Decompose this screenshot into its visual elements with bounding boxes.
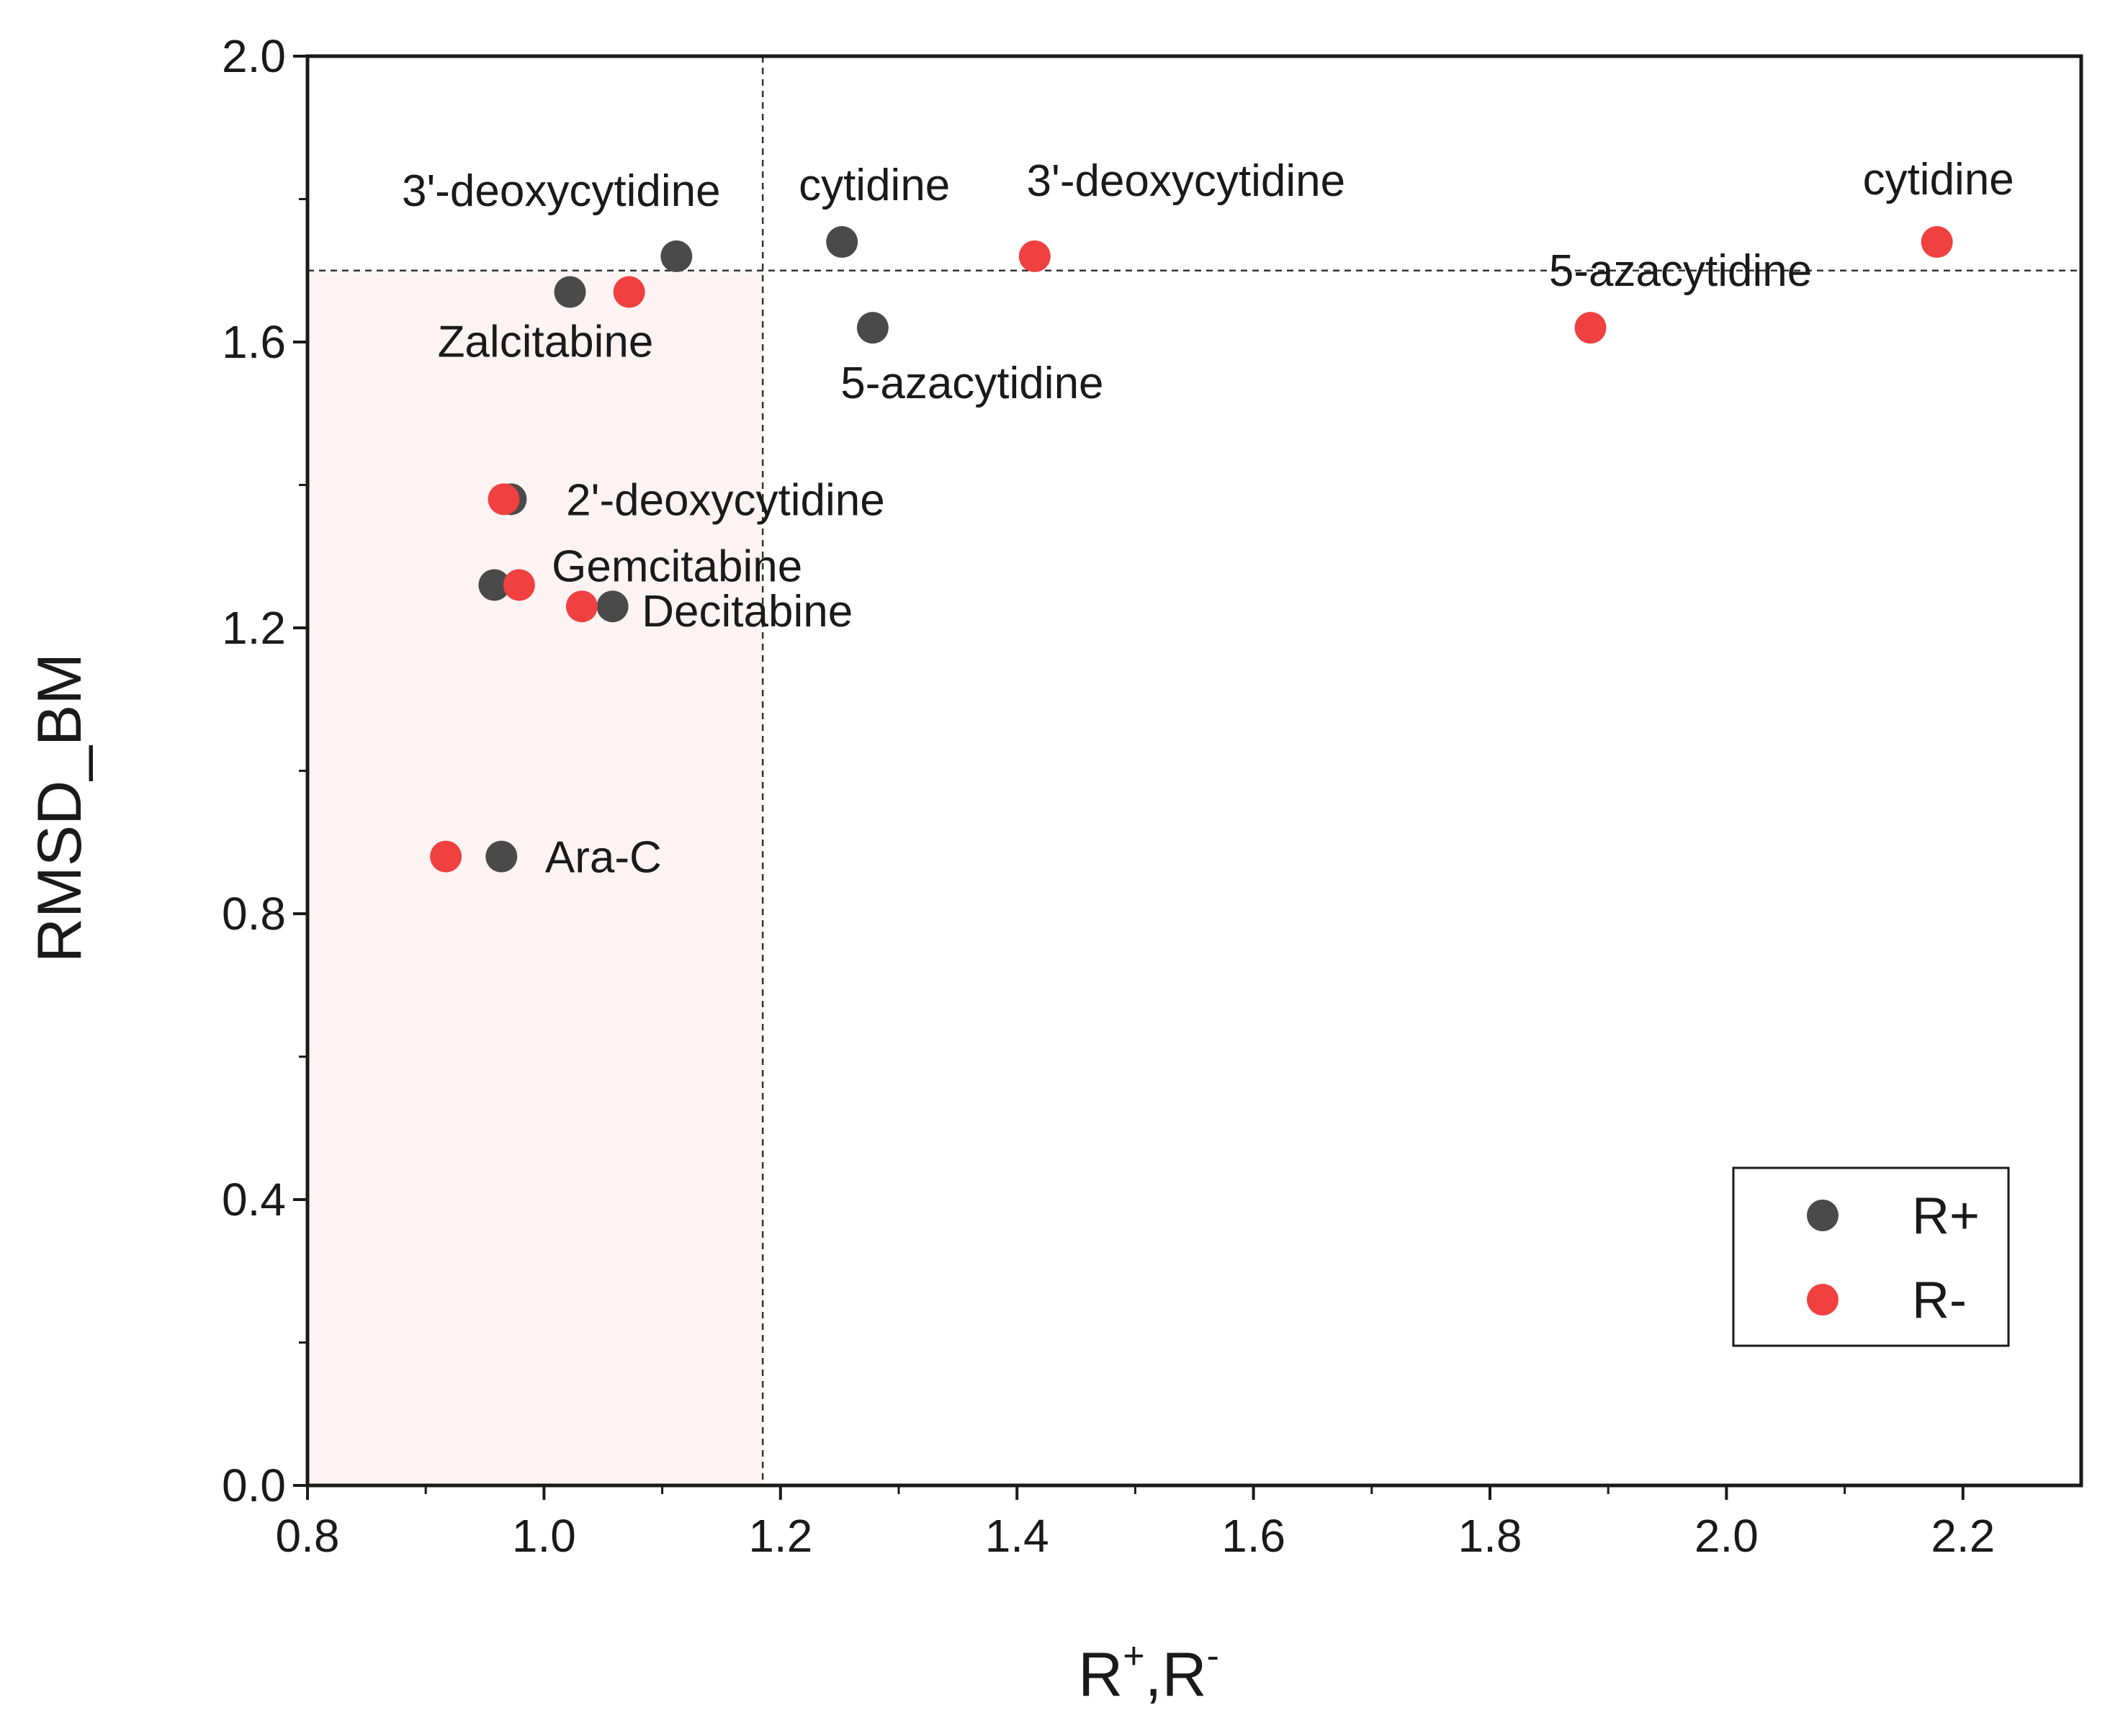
point-r-minus xyxy=(613,276,645,308)
point-r-plus xyxy=(554,276,586,308)
point-label-5-azacytidine: 5-azacytidine xyxy=(840,359,1103,408)
point-r-minus xyxy=(488,483,520,516)
point-label-cytidine: cytidine xyxy=(1863,155,2014,204)
y-tick-label: 2.0 xyxy=(222,30,286,82)
highlight-region xyxy=(307,270,763,1485)
point-r-plus xyxy=(596,590,629,623)
point-label-2-deoxycytidine: 2'-deoxycytidine xyxy=(566,475,885,525)
x-tick-label: 1.6 xyxy=(1221,1510,1285,1562)
legend: R+ R- xyxy=(1732,1166,2010,1347)
y-axis-title: RMSD_BM xyxy=(25,653,94,963)
y-tick-label: 1.2 xyxy=(222,602,286,654)
legend-marker-r-minus xyxy=(1807,1284,1839,1316)
legend-marker-r-plus xyxy=(1807,1200,1839,1231)
point-label-ara-c: Ara-C xyxy=(545,833,662,883)
legend-label-r-plus: R+ xyxy=(1912,1187,1980,1245)
legend-box xyxy=(1732,1166,2010,1347)
point-label-cytidine: cytidine xyxy=(799,161,950,210)
point-r-minus xyxy=(430,840,462,873)
y-tick-label: 0.4 xyxy=(222,1174,286,1225)
x-tick-label: 1.8 xyxy=(1458,1510,1522,1562)
x-tick-label: 1.4 xyxy=(985,1510,1049,1562)
point-r-plus xyxy=(826,226,858,258)
point-r-plus xyxy=(485,840,518,873)
point-r-minus xyxy=(565,590,598,623)
y-axis-ticks: 0.0 0.4 0.8 1.2 1.6 2.0 xyxy=(222,30,307,1511)
point-label-zalcitabine: Zalcitabine xyxy=(438,318,654,367)
point-labels: cytidine 5-azacytidine 3'-deoxycytidine 5-a… xyxy=(402,155,2014,883)
x-tick-label: 0.8 xyxy=(276,1510,340,1562)
legend-label-r-minus: R- xyxy=(1912,1272,1967,1329)
point-r-plus xyxy=(478,569,511,601)
y-tick-label: 1.6 xyxy=(222,316,286,368)
x-axis-title: R+,R- xyxy=(1078,1635,1219,1709)
point-r-minus xyxy=(1921,226,1953,258)
data-points xyxy=(430,226,1953,873)
point-r-minus xyxy=(503,569,535,601)
point-r-minus xyxy=(1574,312,1607,344)
point-label-3-deoxycytidine: 3'-deoxycytidine xyxy=(1027,156,1346,206)
x-tick-label: 1.0 xyxy=(512,1510,576,1562)
x-tick-label: 2.2 xyxy=(1931,1510,1995,1562)
x-tick-label: 2.0 xyxy=(1694,1510,1759,1562)
plot-frame xyxy=(305,54,2083,1488)
point-label-3-deoxycytidine: 3'-deoxycytidine xyxy=(402,166,721,216)
y-tick-label: 0.8 xyxy=(222,888,286,940)
point-r-plus xyxy=(856,312,889,344)
point-label-gemcitabine: Gemcitabine xyxy=(552,541,802,591)
point-label-5-azacytidine: 5-azacytidine xyxy=(1549,246,1812,296)
x-axis-ticks: 0.8 1.0 1.2 1.4 1.6 1.8 2.0 2.2 xyxy=(276,1485,1995,1562)
point-r-plus xyxy=(660,240,693,272)
point-label-decitabine: Decitabine xyxy=(642,587,853,637)
x-tick-label: 1.2 xyxy=(748,1510,812,1562)
y-tick-label: 0.0 xyxy=(222,1460,286,1511)
point-r-minus xyxy=(1018,240,1051,272)
